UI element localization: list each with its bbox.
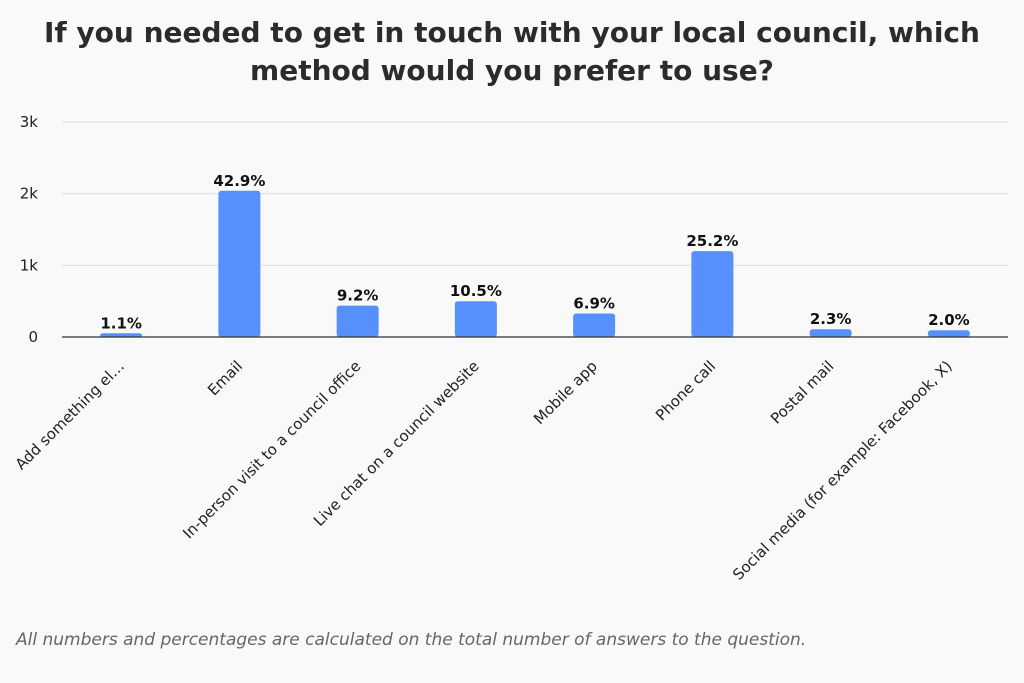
bar	[927, 330, 970, 337]
data-label: 2.0%	[928, 311, 970, 329]
data-label: 25.2%	[686, 232, 738, 250]
x-tick-label: Email	[204, 357, 246, 399]
bar	[809, 329, 852, 337]
x-tick-label: Mobile app	[530, 357, 601, 428]
bar	[218, 190, 261, 337]
bar	[454, 301, 497, 337]
data-labels: 1.1% 42.9% 9.2% 10.5% 6.9% 25.2% 2.3% 2.0%	[100, 172, 969, 332]
y-tick-label: 0	[28, 328, 38, 346]
data-label: 42.9%	[213, 172, 265, 190]
bar-chart: 0 1k 2k 3k 1.1% 42.9% 9.2% 10.5% 6.9% 25.2% 2.3% 2…	[12, 113, 1008, 584]
y-tick-label: 2k	[20, 185, 39, 203]
data-label: 10.5%	[450, 282, 502, 300]
y-tick-label: 3k	[20, 113, 39, 131]
x-tick-label: Phone call	[652, 357, 719, 424]
bar	[100, 333, 143, 337]
data-label: 9.2%	[337, 287, 379, 305]
x-tick-label: Add something el…	[12, 357, 128, 473]
y-axis-ticks: 0 1k 2k 3k	[20, 113, 39, 346]
y-tick-label: 1k	[20, 256, 39, 274]
bar	[691, 251, 734, 337]
data-label: 1.1%	[100, 314, 142, 332]
bars	[100, 190, 970, 337]
x-tick-label: Social media (for example: Facebook, X)	[729, 357, 956, 584]
gridlines	[62, 121, 1008, 266]
bar	[336, 305, 379, 337]
chart-title: If you needed to get in touch with your …	[44, 16, 980, 87]
bar	[573, 313, 616, 337]
x-tick-label: Postal mail	[767, 357, 837, 427]
data-label: 6.9%	[573, 294, 615, 312]
data-label: 2.3%	[810, 310, 852, 328]
footnote: All numbers and percentages are calculat…	[16, 630, 807, 650]
